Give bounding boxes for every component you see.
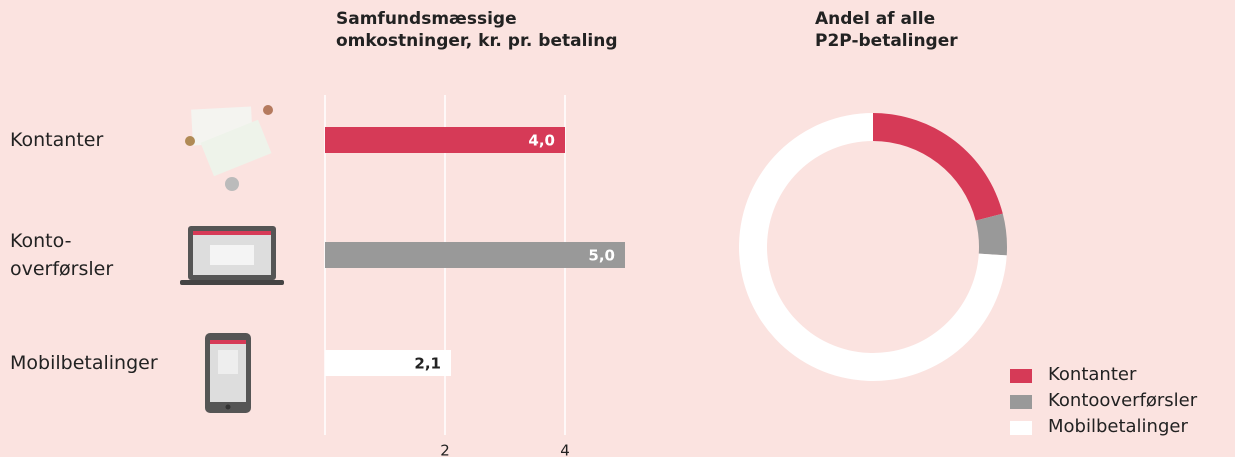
category-label: Kontanter [10,129,104,151]
x-tick-label: 4 [560,442,570,457]
chart-title: Andel af alle P2P-betalinger [815,9,958,51]
value-label: 2,1 [414,355,441,373]
legend-swatch [1010,421,1032,435]
bar [325,242,625,268]
donut-segment [975,213,1007,256]
donut-segment [873,113,1003,221]
laptop-icon [180,226,284,285]
bar [325,127,565,153]
value-label: 4,0 [528,132,555,150]
value-label: 5,0 [588,247,615,265]
chart-title: Samfundsmæssige omkostninger, kr. pr. be… [336,9,618,51]
phone-icon [205,333,251,413]
bar [325,350,451,376]
legend-label: Mobilbetalinger [1048,416,1188,437]
cash-icon [185,105,273,191]
x-tick-label: 2 [440,442,450,457]
legend-label: Kontanter [1048,364,1137,385]
category-label: Mobilbetalinger [10,352,158,374]
legend-label: Kontooverførsler [1048,390,1198,411]
legend-swatch [1010,395,1032,409]
legend-swatch [1010,369,1032,383]
category-label: Konto- overførsler [10,230,114,280]
